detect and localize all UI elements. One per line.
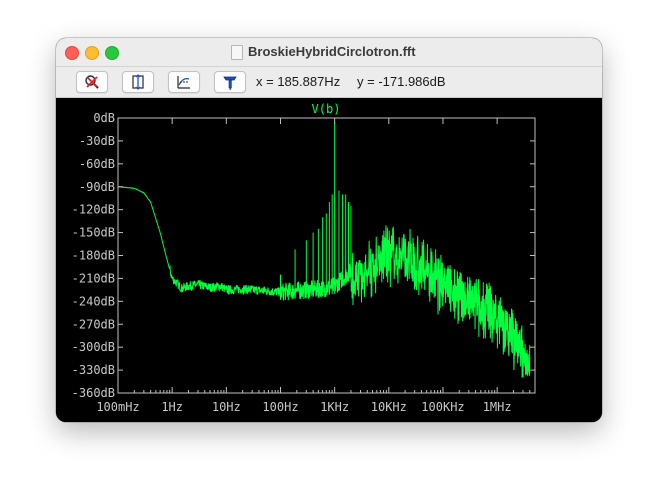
fft-chart[interactable]: 0dB -30dB -60dB -90dB -120dB -150dB -180dB -210… bbox=[56, 98, 602, 422]
x-tick-label: 100KHz bbox=[421, 400, 464, 414]
x-tick-label: 100Hz bbox=[262, 400, 298, 414]
y-tick-label: -270dB bbox=[72, 317, 115, 331]
autorange-x-icon bbox=[177, 76, 190, 89]
y-tick-label: -30dB bbox=[79, 134, 115, 148]
x-tick-label: 100mHz bbox=[96, 400, 139, 414]
title-bar: BroskieHybridCirclotron.fft bbox=[56, 38, 602, 67]
autorange-y-icon bbox=[132, 74, 144, 90]
y-tick-label: -60dB bbox=[79, 157, 115, 171]
document-icon bbox=[231, 45, 243, 60]
series-line-vb[interactable] bbox=[117, 185, 531, 378]
trace-label-vb[interactable]: V(b) bbox=[312, 102, 341, 116]
y-tick-label: 0dB bbox=[93, 111, 115, 125]
cursor-x-readout: x = 185.887Hz bbox=[256, 74, 341, 89]
y-tick-label: -120dB bbox=[72, 203, 115, 217]
toolbar: x = 185.887Hz y = -171.986dB bbox=[56, 67, 602, 98]
y-tick-label: -240dB bbox=[72, 294, 115, 308]
cursor-y-readout: y = -171.986dB bbox=[357, 74, 446, 89]
fft-plot[interactable]: 0dB -30dB -60dB -90dB -120dB -150dB -180dB -210… bbox=[56, 98, 602, 422]
x-tick-label: 1Hz bbox=[161, 400, 183, 414]
window-title: BroskieHybridCirclotron.fft bbox=[248, 44, 416, 59]
y-tick-label: -360dB bbox=[72, 386, 115, 400]
probe-icon bbox=[223, 76, 237, 90]
zoom-cancel-button[interactable] bbox=[76, 71, 108, 93]
y-tick-label: -90dB bbox=[79, 180, 115, 194]
y-tick-label: -330dB bbox=[72, 363, 115, 377]
x-tick-label: 10Hz bbox=[212, 400, 241, 414]
y-tick-label: -210dB bbox=[72, 271, 115, 285]
fft-window: BroskieHybridCirclotron.fft bbox=[56, 38, 602, 422]
y-tick-label: -150dB bbox=[72, 226, 115, 240]
minimize-window-button[interactable] bbox=[85, 46, 99, 60]
probe-button[interactable] bbox=[214, 71, 246, 93]
autorange-y-button[interactable] bbox=[122, 71, 154, 93]
zoom-window-button[interactable] bbox=[105, 46, 119, 60]
y-tick-label: -300dB bbox=[72, 340, 115, 354]
autorange-x-button[interactable] bbox=[168, 71, 200, 93]
x-tick-label: 10KHz bbox=[371, 400, 407, 414]
x-tick-label: 1MHz bbox=[483, 400, 512, 414]
magnifier-cancel-icon bbox=[85, 75, 99, 89]
x-tick-label: 1KHz bbox=[320, 400, 349, 414]
close-window-button[interactable] bbox=[65, 46, 79, 60]
y-tick-label: -180dB bbox=[72, 249, 115, 263]
